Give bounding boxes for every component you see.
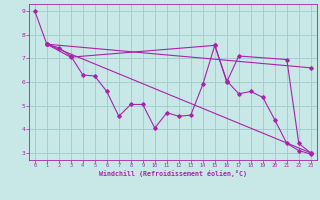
- X-axis label: Windchill (Refroidissement éolien,°C): Windchill (Refroidissement éolien,°C): [99, 170, 247, 177]
